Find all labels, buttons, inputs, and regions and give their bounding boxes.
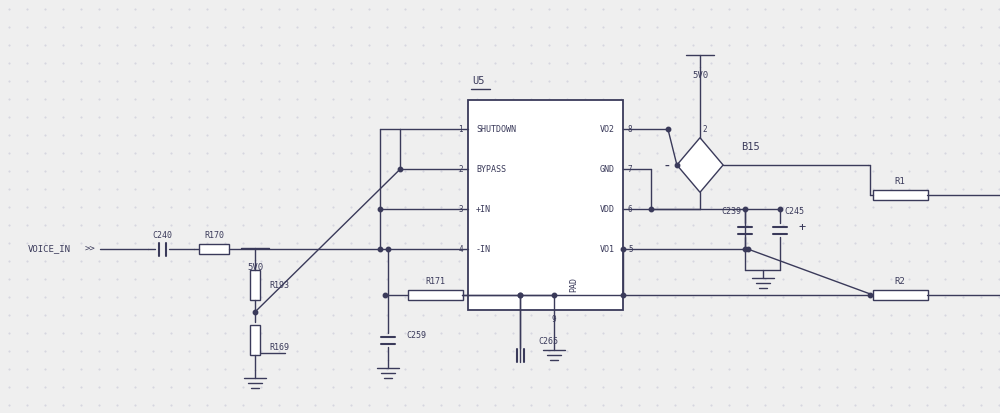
Text: R193: R193 (269, 280, 289, 290)
Text: 5V0: 5V0 (247, 263, 263, 273)
Text: B15: B15 (741, 142, 760, 152)
Text: U5: U5 (472, 76, 484, 86)
Text: SHUTDOWN: SHUTDOWN (476, 125, 516, 134)
Bar (872, 290, 928, 300)
Bar (250, 325, 260, 355)
Text: -: - (663, 157, 671, 173)
Bar (872, 190, 928, 200)
Text: 5: 5 (628, 244, 633, 254)
Polygon shape (677, 138, 723, 192)
Text: R169: R169 (269, 344, 289, 353)
Text: 1: 1 (458, 125, 463, 134)
Text: 6: 6 (628, 205, 633, 214)
Text: C245: C245 (784, 207, 804, 216)
Text: 3: 3 (458, 205, 463, 214)
Text: C265: C265 (538, 337, 558, 346)
Bar (468, 100, 623, 310)
Text: VO2: VO2 (600, 125, 615, 134)
Text: -IN: -IN (476, 244, 491, 254)
Text: VO1: VO1 (600, 244, 615, 254)
Text: +: + (798, 221, 806, 235)
Text: C240: C240 (152, 230, 172, 240)
Text: C239: C239 (721, 207, 741, 216)
Text: 2: 2 (703, 125, 707, 134)
Text: 9: 9 (551, 316, 556, 325)
Text: R171: R171 (425, 276, 445, 285)
Text: 5V0: 5V0 (692, 71, 708, 79)
Text: 4: 4 (458, 244, 463, 254)
Text: VOICE_IN: VOICE_IN (28, 244, 71, 254)
Text: R2: R2 (895, 276, 905, 285)
Bar (199, 244, 229, 254)
Text: VDD: VDD (600, 205, 615, 214)
Text: GND: GND (600, 165, 615, 174)
Text: R170: R170 (204, 230, 224, 240)
Text: PAD: PAD (569, 277, 578, 292)
Text: BYPASS: BYPASS (476, 165, 506, 174)
Text: C259: C259 (406, 330, 426, 339)
Text: R1: R1 (895, 176, 905, 185)
Text: 7: 7 (628, 165, 633, 174)
Bar (408, 290, 462, 300)
Text: +IN: +IN (476, 205, 491, 214)
Text: 2: 2 (458, 165, 463, 174)
Bar (250, 270, 260, 300)
Text: >>: >> (85, 244, 95, 254)
Text: 8: 8 (628, 125, 633, 134)
